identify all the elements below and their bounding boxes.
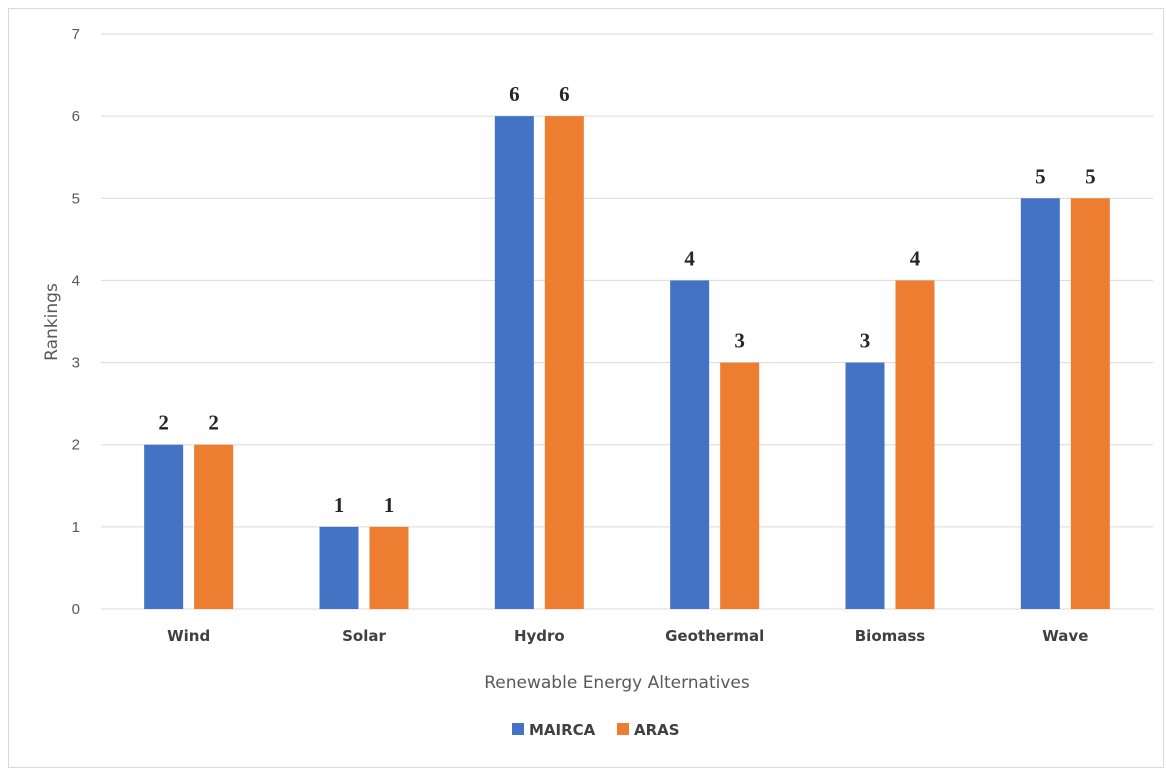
data-label: 5	[1085, 164, 1096, 188]
legend-swatch-mairca	[512, 723, 524, 735]
y-axis-ticks: 0 1 2 3 4 5 6 7	[72, 26, 80, 618]
bar-mairca-hydro	[494, 116, 534, 610]
x-tick-label: Geothermal	[665, 627, 764, 645]
data-label: 3	[860, 329, 871, 353]
bar-mairca-solar	[319, 526, 359, 609]
x-axis-ticks: Wind Solar Hydro Geothermal Biomass Wave	[167, 627, 1088, 645]
data-label: 6	[559, 82, 570, 106]
chart-frame	[8, 8, 1164, 768]
data-label: 4	[910, 246, 921, 270]
y-tick-label: 3	[72, 355, 80, 372]
x-tick-label: Biomass	[855, 627, 926, 645]
legend-label-aras: ARAS	[634, 721, 680, 739]
data-label: 2	[208, 411, 219, 435]
data-label: 1	[334, 493, 345, 517]
y-axis-title: Rankings	[42, 283, 62, 361]
data-label: 2	[158, 411, 169, 435]
bar-aras-wave	[1070, 198, 1110, 610]
x-tick-label: Wave	[1042, 627, 1088, 645]
data-label: 4	[684, 246, 695, 270]
data-labels: 2 2 1 1 6 6 4 3 3 4 5 5	[158, 82, 1095, 517]
data-label: 6	[509, 82, 520, 106]
bar-mairca-biomass	[845, 362, 885, 609]
y-tick-label: 7	[72, 26, 80, 43]
bar-aras-wind	[194, 444, 234, 609]
data-label: 5	[1035, 164, 1046, 188]
bar-aras-solar	[369, 526, 409, 609]
x-axis-title: Renewable Energy Alternatives	[484, 673, 750, 693]
y-tick-label: 4	[72, 272, 80, 289]
bar-aras-geothermal	[720, 362, 760, 609]
y-tick-label: 1	[72, 519, 80, 536]
gridlines	[101, 33, 1153, 610]
y-tick-label: 2	[72, 437, 80, 454]
data-label: 3	[734, 329, 745, 353]
y-tick-label: 6	[72, 108, 80, 125]
legend-swatch-aras	[617, 723, 629, 735]
x-tick-label: Wind	[167, 627, 210, 645]
bar-mairca-geothermal	[670, 280, 710, 609]
bars	[144, 116, 1110, 610]
bar-aras-hydro	[544, 116, 584, 610]
y-tick-label: 5	[72, 190, 80, 207]
bar-mairca-wind	[144, 444, 184, 609]
bar-aras-biomass	[895, 280, 935, 609]
x-tick-label: Hydro	[514, 627, 565, 645]
x-tick-label: Solar	[342, 627, 386, 645]
bar-mairca-wave	[1020, 198, 1060, 610]
data-label: 1	[384, 493, 395, 517]
legend-label-mairca: MAIRCA	[529, 721, 596, 739]
legend: MAIRCA ARAS	[512, 721, 680, 739]
y-tick-label: 0	[72, 601, 80, 618]
